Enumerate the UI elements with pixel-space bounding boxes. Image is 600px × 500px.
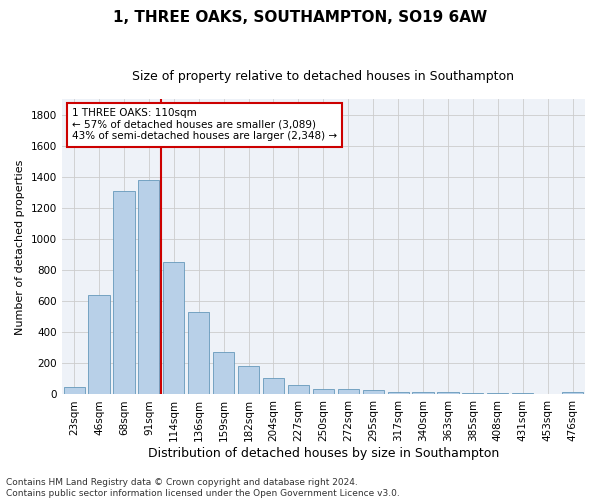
Bar: [562, 392, 583, 394]
Text: 1 THREE OAKS: 110sqm
← 57% of detached houses are smaller (3,089)
43% of semi-de: 1 THREE OAKS: 110sqm ← 57% of detached h…: [72, 108, 337, 142]
Bar: [64, 386, 85, 394]
Bar: [388, 392, 409, 394]
Bar: [263, 378, 284, 394]
Bar: [412, 392, 434, 394]
Bar: [437, 392, 458, 394]
Bar: [313, 389, 334, 394]
Bar: [138, 180, 160, 394]
Bar: [238, 366, 259, 394]
Bar: [487, 393, 508, 394]
Bar: [512, 393, 533, 394]
Text: Contains HM Land Registry data © Crown copyright and database right 2024.
Contai: Contains HM Land Registry data © Crown c…: [6, 478, 400, 498]
Bar: [88, 295, 110, 394]
Bar: [288, 385, 309, 394]
Title: Size of property relative to detached houses in Southampton: Size of property relative to detached ho…: [133, 70, 514, 83]
Bar: [338, 389, 359, 394]
Bar: [362, 390, 384, 394]
Bar: [188, 312, 209, 394]
Bar: [113, 191, 134, 394]
Y-axis label: Number of detached properties: Number of detached properties: [15, 160, 25, 334]
Bar: [163, 262, 184, 394]
Bar: [213, 352, 234, 395]
Bar: [462, 393, 484, 394]
Text: 1, THREE OAKS, SOUTHAMPTON, SO19 6AW: 1, THREE OAKS, SOUTHAMPTON, SO19 6AW: [113, 10, 487, 25]
X-axis label: Distribution of detached houses by size in Southampton: Distribution of detached houses by size …: [148, 447, 499, 460]
